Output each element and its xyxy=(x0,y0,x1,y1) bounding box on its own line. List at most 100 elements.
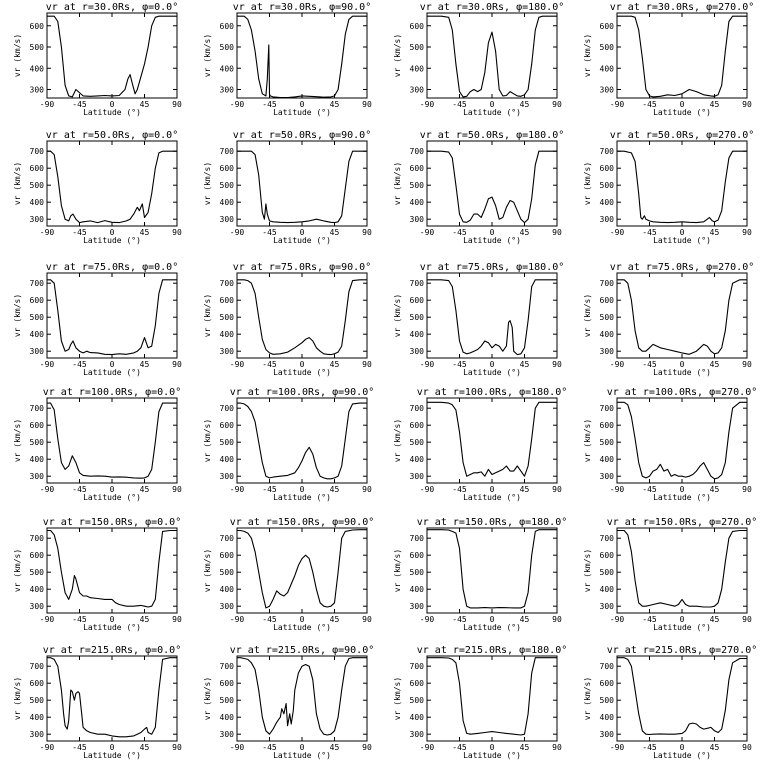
panel-title: vr at r=150.0Rs, φ=270.0° xyxy=(607,517,758,528)
y-tick-label: 700 xyxy=(30,662,45,671)
y-tick-label: 500 xyxy=(30,313,45,322)
y-tick-label: 300 xyxy=(220,730,235,739)
series-line xyxy=(237,529,367,609)
y-axis-label: vr (km/s) xyxy=(393,677,402,720)
y-axis-label: vr (km/s) xyxy=(583,549,592,592)
y-tick-label: 500 xyxy=(410,696,425,705)
y-tick-label: 400 xyxy=(410,330,425,339)
y-axis-label: vr (km/s) xyxy=(203,294,212,337)
y-axis-label: vr (km/s) xyxy=(583,34,592,77)
chart-panel: vr at r=75.0Rs, φ=0.0° -90 -45 0 45 90 300 400 5… xyxy=(13,262,182,377)
panel-title: vr at r=50.0Rs, φ=90.0° xyxy=(233,130,371,141)
panel-title: vr at r=30.0Rs, φ=90.0° xyxy=(233,2,371,13)
x-tick-label: -90 xyxy=(610,743,625,752)
x-tick-label: 90 xyxy=(172,743,182,752)
y-tick-label: 700 xyxy=(600,147,615,156)
series-line xyxy=(617,15,747,98)
y-tick-label: 300 xyxy=(220,347,235,356)
y-axis-label: vr (km/s) xyxy=(203,162,212,205)
x-tick-label: 0 xyxy=(680,100,685,109)
panel-title: vr at r=50.0Rs, φ=0.0° xyxy=(46,130,178,141)
x-axis-label: Latitude (°) xyxy=(273,623,331,632)
y-tick-label: 300 xyxy=(600,472,615,481)
y-tick-label: 300 xyxy=(220,215,235,224)
y-tick-label: 500 xyxy=(220,313,235,322)
y-tick-label: 400 xyxy=(220,64,235,73)
x-tick-label: -45 xyxy=(452,615,467,624)
y-tick-label: 400 xyxy=(410,585,425,594)
y-tick-label: 500 xyxy=(220,438,235,447)
y-tick-label: 300 xyxy=(600,215,615,224)
x-axis-label: Latitude (°) xyxy=(83,493,141,502)
x-tick-label: -90 xyxy=(420,485,435,494)
y-tick-label: 700 xyxy=(600,404,615,413)
x-tick-label: -45 xyxy=(262,485,277,494)
x-tick-label: 45 xyxy=(710,100,720,109)
x-tick-label: 90 xyxy=(552,360,562,369)
x-tick-label: 0 xyxy=(680,743,685,752)
x-tick-label: -45 xyxy=(262,360,277,369)
y-axis-label: vr (km/s) xyxy=(393,419,402,462)
panel-title: vr at r=100.0Rs, φ=0.0° xyxy=(43,387,181,398)
y-tick-label: 300 xyxy=(600,86,615,95)
series-line xyxy=(617,529,747,608)
x-axis-label: Latitude (°) xyxy=(83,623,141,632)
x-tick-label: -90 xyxy=(230,615,245,624)
series-line xyxy=(427,401,557,477)
x-tick-label: 45 xyxy=(330,615,340,624)
x-tick-label: 45 xyxy=(710,485,720,494)
panel-title: vr at r=215.0Rs, φ=270.0° xyxy=(607,645,758,656)
y-tick-label: 600 xyxy=(30,296,45,305)
x-tick-label: -45 xyxy=(72,485,87,494)
panel-title: vr at r=75.0Rs, φ=180.0° xyxy=(420,262,565,273)
chart-panel: vr at r=215.0Rs, φ=90.0° -90 -45 0 45 90 300 40… xyxy=(203,645,374,760)
y-axis-label: vr (km/s) xyxy=(13,162,22,205)
x-tick-label: -45 xyxy=(642,360,657,369)
x-tick-label: 45 xyxy=(140,743,150,752)
x-tick-label: -45 xyxy=(452,100,467,109)
x-tick-label: -90 xyxy=(230,360,245,369)
chart-panel: vr at r=30.0Rs, φ=0.0° -90 -45 0 45 90 300 400 5… xyxy=(13,2,182,117)
plot-frame xyxy=(426,140,558,227)
plot-frame xyxy=(236,397,368,484)
y-tick-label: 400 xyxy=(220,330,235,339)
series-line xyxy=(427,657,557,736)
y-tick-label: 500 xyxy=(600,438,615,447)
y-tick-label: 600 xyxy=(220,22,235,31)
series-line xyxy=(237,15,367,99)
y-tick-label: 600 xyxy=(600,679,615,688)
x-tick-label: -45 xyxy=(72,743,87,752)
y-tick-label: 400 xyxy=(30,330,45,339)
y-tick-label: 500 xyxy=(410,43,425,52)
y-tick-label: 700 xyxy=(600,534,615,543)
x-tick-label: 90 xyxy=(362,485,372,494)
y-axis-label: vr (km/s) xyxy=(203,677,212,720)
x-tick-label: -45 xyxy=(642,100,657,109)
series-line xyxy=(237,279,367,356)
y-tick-label: 300 xyxy=(410,730,425,739)
y-tick-label: 300 xyxy=(30,347,45,356)
series-line xyxy=(47,657,177,738)
x-axis-label: Latitude (°) xyxy=(463,236,521,245)
x-axis-label: Latitude (°) xyxy=(463,368,521,377)
panel-title: vr at r=50.0Rs, φ=180.0° xyxy=(420,130,565,141)
x-axis-label: Latitude (°) xyxy=(463,751,521,760)
x-tick-label: -90 xyxy=(610,360,625,369)
chart-panel: vr at r=30.0Rs, φ=180.0° -90 -45 0 45 90 300 40… xyxy=(393,2,564,117)
panel-title: vr at r=75.0Rs, φ=270.0° xyxy=(610,262,755,273)
x-tick-label: -90 xyxy=(40,485,55,494)
y-tick-label: 500 xyxy=(410,438,425,447)
x-tick-label: 0 xyxy=(300,100,305,109)
y-tick-label: 300 xyxy=(220,86,235,95)
x-tick-label: -90 xyxy=(610,228,625,237)
x-tick-label: 45 xyxy=(710,228,720,237)
x-tick-label: 90 xyxy=(742,485,752,494)
y-tick-label: 300 xyxy=(600,347,615,356)
x-axis-label: Latitude (°) xyxy=(653,493,711,502)
x-tick-label: -45 xyxy=(262,743,277,752)
x-tick-label: 0 xyxy=(680,615,685,624)
panel-title: vr at r=100.0Rs, φ=180.0° xyxy=(417,387,568,398)
y-axis-label: vr (km/s) xyxy=(393,549,402,592)
plot-frame xyxy=(616,140,748,227)
y-tick-label: 700 xyxy=(30,279,45,288)
